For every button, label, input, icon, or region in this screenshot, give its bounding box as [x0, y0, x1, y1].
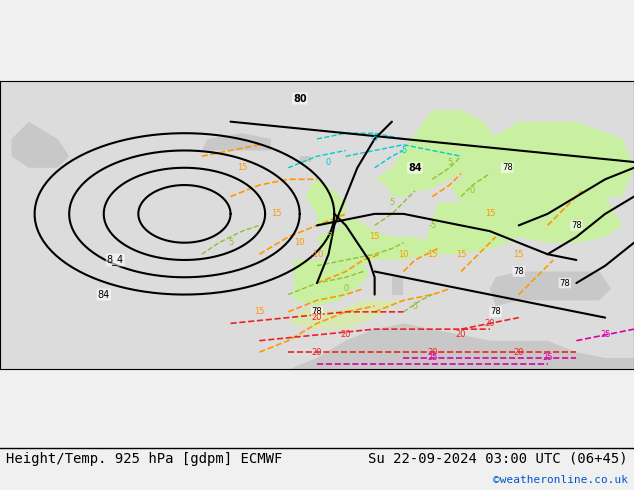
Polygon shape — [202, 133, 271, 150]
Polygon shape — [288, 300, 403, 329]
Text: -5: -5 — [411, 301, 419, 311]
Text: 78: 78 — [559, 278, 570, 288]
Text: 78: 78 — [502, 163, 512, 172]
Text: 15: 15 — [514, 250, 524, 259]
Text: 20: 20 — [484, 319, 495, 328]
Text: 15: 15 — [456, 250, 467, 259]
Text: 20: 20 — [427, 348, 437, 357]
Text: 78: 78 — [490, 307, 501, 317]
Polygon shape — [427, 202, 519, 254]
Text: 20: 20 — [340, 330, 351, 340]
Polygon shape — [461, 168, 623, 243]
Text: 0: 0 — [470, 186, 476, 196]
Polygon shape — [490, 271, 611, 306]
Text: 15: 15 — [427, 250, 437, 259]
Text: Height/Temp. 925 hPa [gdpm] ECMWF: Height/Temp. 925 hPa [gdpm] ECMWF — [6, 451, 283, 466]
Text: 84: 84 — [98, 290, 110, 299]
Text: 5: 5 — [447, 157, 452, 167]
Text: -5: -5 — [428, 221, 436, 230]
Text: 8_4: 8_4 — [107, 254, 124, 266]
Text: 15: 15 — [484, 209, 495, 219]
Text: 78: 78 — [312, 307, 322, 317]
Text: 10: 10 — [294, 238, 305, 247]
Text: 5: 5 — [326, 232, 331, 242]
Text: 25: 25 — [542, 353, 553, 363]
Text: 25: 25 — [600, 330, 611, 340]
Text: 78: 78 — [571, 221, 582, 230]
Text: 78: 78 — [514, 267, 524, 276]
Text: -10: -10 — [310, 250, 324, 259]
Text: 80: 80 — [293, 94, 306, 103]
Text: 15: 15 — [370, 232, 380, 242]
Text: -5: -5 — [399, 146, 408, 155]
Polygon shape — [392, 277, 403, 294]
Polygon shape — [11, 122, 69, 168]
Polygon shape — [288, 323, 634, 369]
Polygon shape — [375, 110, 507, 196]
Text: 15: 15 — [271, 209, 282, 219]
Text: 25: 25 — [427, 353, 437, 363]
Polygon shape — [300, 156, 311, 162]
Polygon shape — [490, 122, 634, 196]
Polygon shape — [306, 179, 346, 225]
Polygon shape — [294, 260, 369, 306]
Text: 20: 20 — [514, 348, 524, 357]
Text: 5: 5 — [389, 198, 394, 207]
Text: 10: 10 — [398, 250, 409, 259]
Text: 15: 15 — [237, 163, 247, 172]
Text: 20: 20 — [312, 313, 322, 322]
Text: Su 22-09-2024 03:00 UTC (06+45): Su 22-09-2024 03:00 UTC (06+45) — [368, 451, 628, 466]
Polygon shape — [317, 220, 432, 266]
Polygon shape — [450, 179, 496, 202]
Text: 20: 20 — [456, 330, 467, 340]
Text: -5: -5 — [370, 134, 378, 144]
Text: ©weatheronline.co.uk: ©weatheronline.co.uk — [493, 475, 628, 485]
Text: 15: 15 — [254, 307, 264, 317]
Text: 0: 0 — [326, 157, 331, 167]
Text: 20: 20 — [312, 348, 322, 357]
Text: 84: 84 — [408, 163, 422, 173]
Text: 0: 0 — [343, 284, 349, 294]
Text: 5: 5 — [228, 238, 233, 247]
